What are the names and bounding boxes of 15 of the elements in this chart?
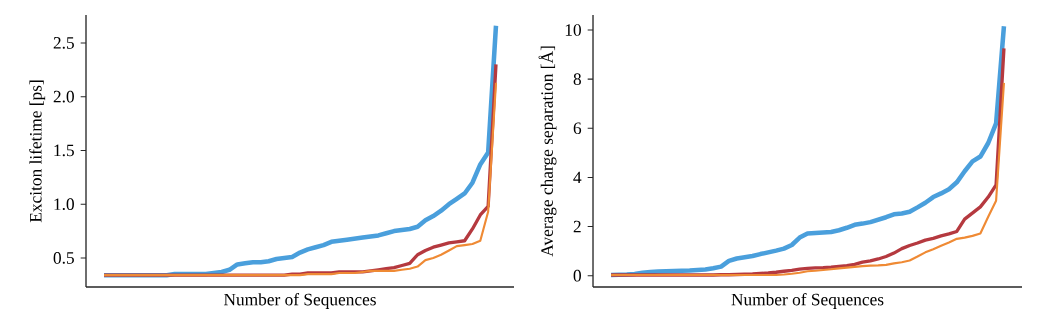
y-tick-label: 8 <box>573 73 581 85</box>
y-tick-label: 0 <box>573 269 581 282</box>
x-axis-title: Number of Sequences <box>731 293 884 309</box>
y-tick-label: 2.0 <box>53 90 74 103</box>
y-tick-label: 2.5 <box>53 37 74 49</box>
y-tick-label: 0.5 <box>53 252 74 264</box>
y-axis-title: Average charge separation [Å] <box>538 46 557 257</box>
y-tick-label: 6 <box>573 122 582 135</box>
y-tick-label: 4 <box>573 171 582 184</box>
y-tick-label: 10 <box>565 24 581 36</box>
y-tick-label: 1.0 <box>54 198 74 211</box>
x-axis-title: Number of Sequences <box>223 293 376 309</box>
y-axis-title: Exciton lifetime [ps] <box>29 80 46 223</box>
y-tick-label: 1.5 <box>54 144 74 157</box>
y-tick-label: 2 <box>573 220 581 233</box>
